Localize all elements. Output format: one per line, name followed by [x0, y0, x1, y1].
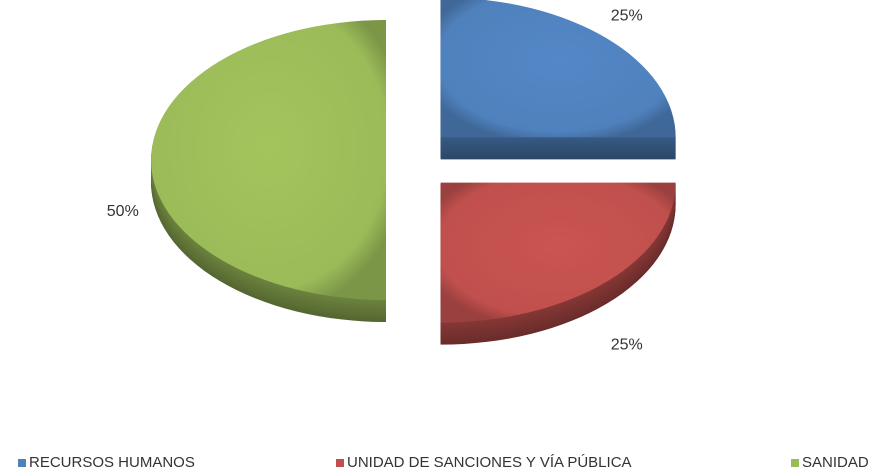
data-label: 25% — [611, 337, 643, 354]
pie — [151, 0, 676, 345]
legend-swatch — [791, 459, 799, 467]
legend-label: UNIDAD DE SANCIONES Y VÍA PÚBLICA — [347, 454, 632, 471]
data-label: 25% — [611, 8, 643, 25]
slice — [440, 0, 676, 138]
slice — [151, 20, 386, 300]
legend-label: SANIDAD — [802, 454, 869, 471]
legend-swatch — [18, 459, 26, 467]
slice — [440, 182, 676, 323]
legend-swatch — [336, 459, 344, 467]
data-labels: 25% 25% 50% — [107, 8, 643, 354]
data-label: 50% — [107, 203, 139, 220]
legend-label: RECURSOS HUMANOS — [29, 454, 195, 471]
legend: RECURSOS HUMANOS UNIDAD DE SANCIONES Y VÍ… — [18, 454, 869, 471]
